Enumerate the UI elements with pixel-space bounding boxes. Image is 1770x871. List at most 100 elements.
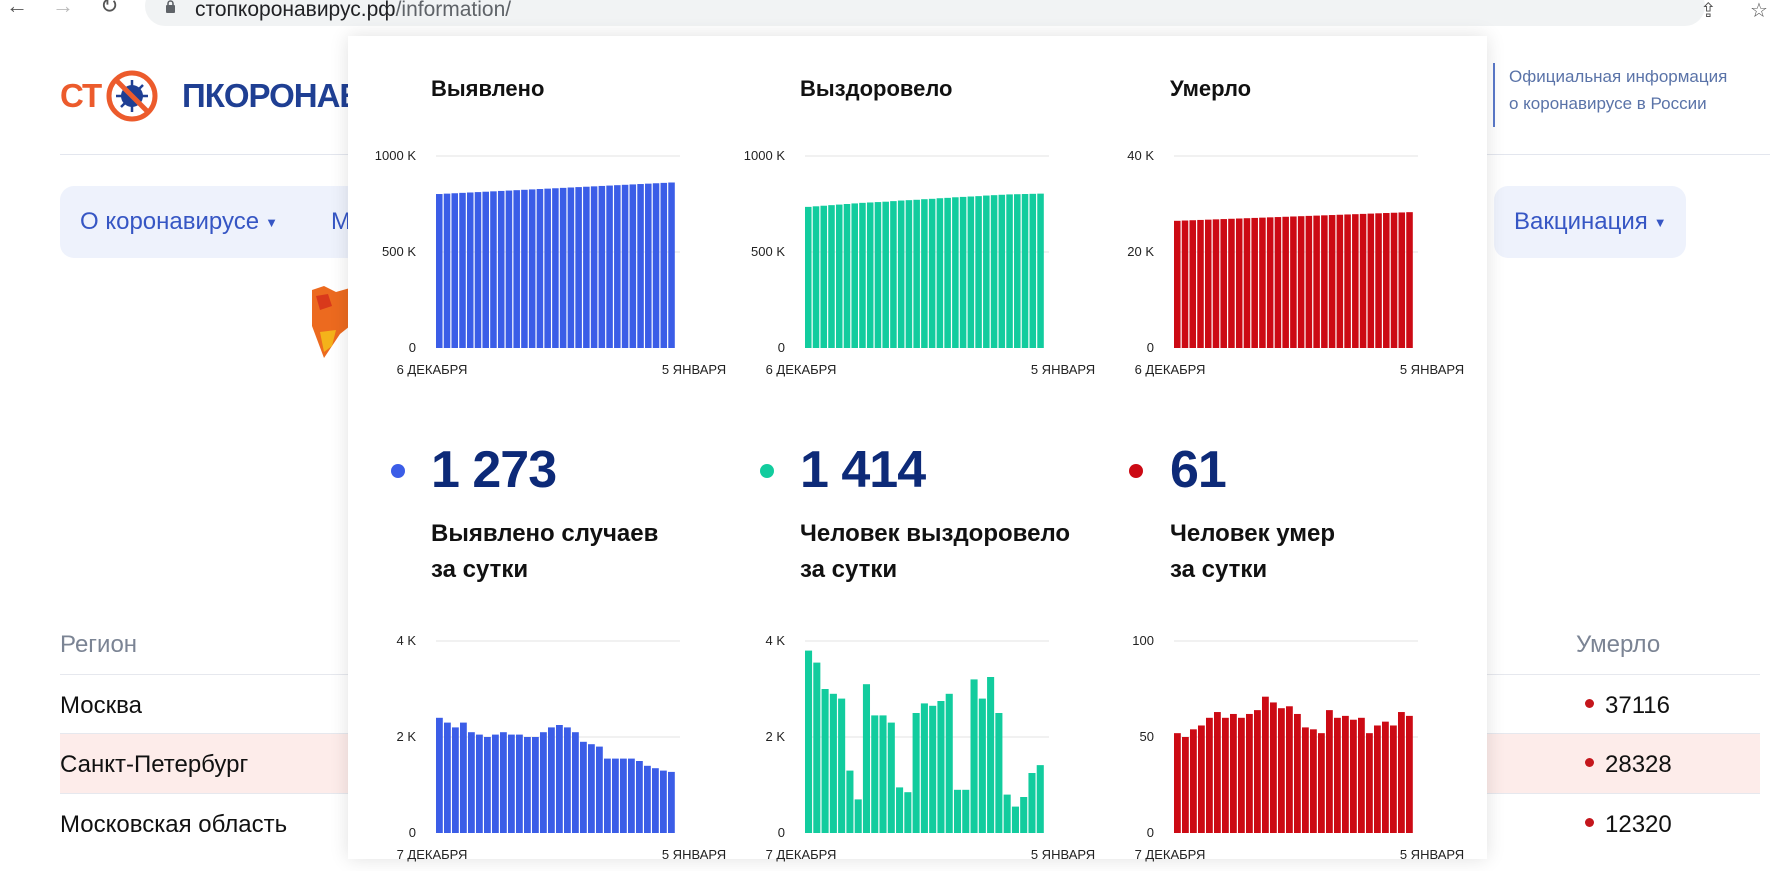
bar[interactable] xyxy=(436,194,443,348)
bar[interactable] xyxy=(490,191,497,348)
bar[interactable] xyxy=(1297,216,1305,348)
bar[interactable] xyxy=(1367,213,1375,348)
bar[interactable] xyxy=(1266,217,1274,348)
bar[interactable] xyxy=(460,722,467,833)
bar[interactable] xyxy=(879,715,887,833)
bar[interactable] xyxy=(913,199,920,348)
bar[interactable] xyxy=(1182,737,1189,833)
bar[interactable] xyxy=(962,789,970,833)
bar[interactable] xyxy=(897,200,905,348)
bar[interactable] xyxy=(1235,218,1243,349)
bar[interactable] xyxy=(528,189,536,348)
bar[interactable] xyxy=(606,185,613,348)
bar[interactable] xyxy=(660,182,668,348)
bar[interactable] xyxy=(1359,213,1367,348)
bar[interactable] xyxy=(936,198,944,348)
bar[interactable] xyxy=(1382,721,1389,833)
bar[interactable] xyxy=(995,713,1003,833)
bar[interactable] xyxy=(1259,217,1266,348)
bar[interactable] xyxy=(476,734,483,833)
bar[interactable] xyxy=(524,737,531,833)
bar[interactable] xyxy=(1318,733,1325,833)
bar[interactable] xyxy=(944,197,951,348)
bar[interactable] xyxy=(652,183,660,348)
bar[interactable] xyxy=(1190,729,1197,833)
bar[interactable] xyxy=(1321,215,1328,348)
bar[interactable] xyxy=(843,204,851,348)
bar[interactable] xyxy=(1406,715,1413,833)
bar[interactable] xyxy=(1282,216,1289,348)
bar[interactable] xyxy=(668,771,675,833)
bar[interactable] xyxy=(505,190,513,348)
bar[interactable] xyxy=(896,787,904,833)
bar[interactable] xyxy=(828,205,835,348)
bar[interactable] xyxy=(1352,214,1359,348)
bar[interactable] xyxy=(871,715,879,833)
bar[interactable] xyxy=(1230,713,1237,833)
bar[interactable] xyxy=(451,193,459,348)
bar[interactable] xyxy=(1374,725,1381,833)
nav-vaccination[interactable]: Вакцинация ▼ xyxy=(1494,186,1686,258)
bar[interactable] xyxy=(921,199,928,348)
nav-about-coronavirus[interactable]: О коронавирусе ▼ xyxy=(60,186,356,258)
bar[interactable] xyxy=(652,768,659,833)
bar[interactable] xyxy=(1328,215,1336,348)
bar[interactable] xyxy=(612,758,619,833)
bar[interactable] xyxy=(937,701,945,833)
bar[interactable] xyxy=(1390,725,1397,833)
bar[interactable] xyxy=(928,198,936,348)
bar[interactable] xyxy=(1214,712,1221,833)
bar[interactable] xyxy=(1305,215,1313,348)
bar[interactable] xyxy=(1020,797,1028,833)
bar[interactable] xyxy=(1220,219,1227,348)
bar[interactable] xyxy=(920,703,928,833)
bar[interactable] xyxy=(904,792,912,833)
bar[interactable] xyxy=(1294,713,1301,833)
bar[interactable] xyxy=(1212,219,1220,348)
bar[interactable] xyxy=(637,184,644,348)
bar[interactable] xyxy=(821,689,829,833)
bar[interactable] xyxy=(1398,212,1406,348)
bar[interactable] xyxy=(1406,212,1413,348)
bar[interactable] xyxy=(645,183,652,348)
bar[interactable] xyxy=(1251,217,1258,348)
bar[interactable] xyxy=(1375,213,1382,348)
bar[interactable] xyxy=(621,184,629,348)
bar[interactable] xyxy=(846,770,854,833)
bar[interactable] xyxy=(1286,706,1293,833)
bar[interactable] xyxy=(862,684,871,833)
bar[interactable] xyxy=(484,737,491,833)
bar[interactable] xyxy=(564,727,571,833)
url-text[interactable]: стопкоронавирус.рф/information/ xyxy=(195,0,512,21)
bar[interactable] xyxy=(1262,696,1269,833)
bar[interactable] xyxy=(1383,213,1390,348)
bar[interactable] xyxy=(1313,215,1320,348)
site-logo[interactable]: СТ ПКОРОНАВИРУС xyxy=(60,70,380,122)
bar[interactable] xyxy=(1036,765,1044,833)
bar[interactable] xyxy=(536,189,544,348)
bar[interactable] xyxy=(1197,219,1204,348)
bar[interactable] xyxy=(492,734,499,833)
bar[interactable] xyxy=(614,185,621,348)
bar[interactable] xyxy=(912,713,920,833)
bar[interactable] xyxy=(905,200,913,348)
address-bar[interactable]: стопкоронавирус.рф/information/ xyxy=(145,0,1705,26)
forward-arrow-icon[interactable]: → xyxy=(52,0,74,18)
bar[interactable] xyxy=(1189,220,1197,348)
bar[interactable] xyxy=(444,722,451,833)
bar[interactable] xyxy=(588,744,595,833)
bar[interactable] xyxy=(660,770,667,833)
bar[interactable] xyxy=(1274,217,1282,348)
bar[interactable] xyxy=(1334,717,1341,833)
bar[interactable] xyxy=(1358,717,1365,833)
bar[interactable] xyxy=(813,662,821,833)
bar[interactable] xyxy=(443,193,451,348)
bar[interactable] xyxy=(497,190,505,348)
bar[interactable] xyxy=(1028,773,1036,833)
bar[interactable] xyxy=(468,732,475,833)
bar[interactable] xyxy=(1206,717,1213,833)
bar[interactable] xyxy=(890,201,897,348)
bar[interactable] xyxy=(812,206,820,348)
bar[interactable] xyxy=(1344,214,1351,348)
bar[interactable] xyxy=(1222,717,1229,833)
